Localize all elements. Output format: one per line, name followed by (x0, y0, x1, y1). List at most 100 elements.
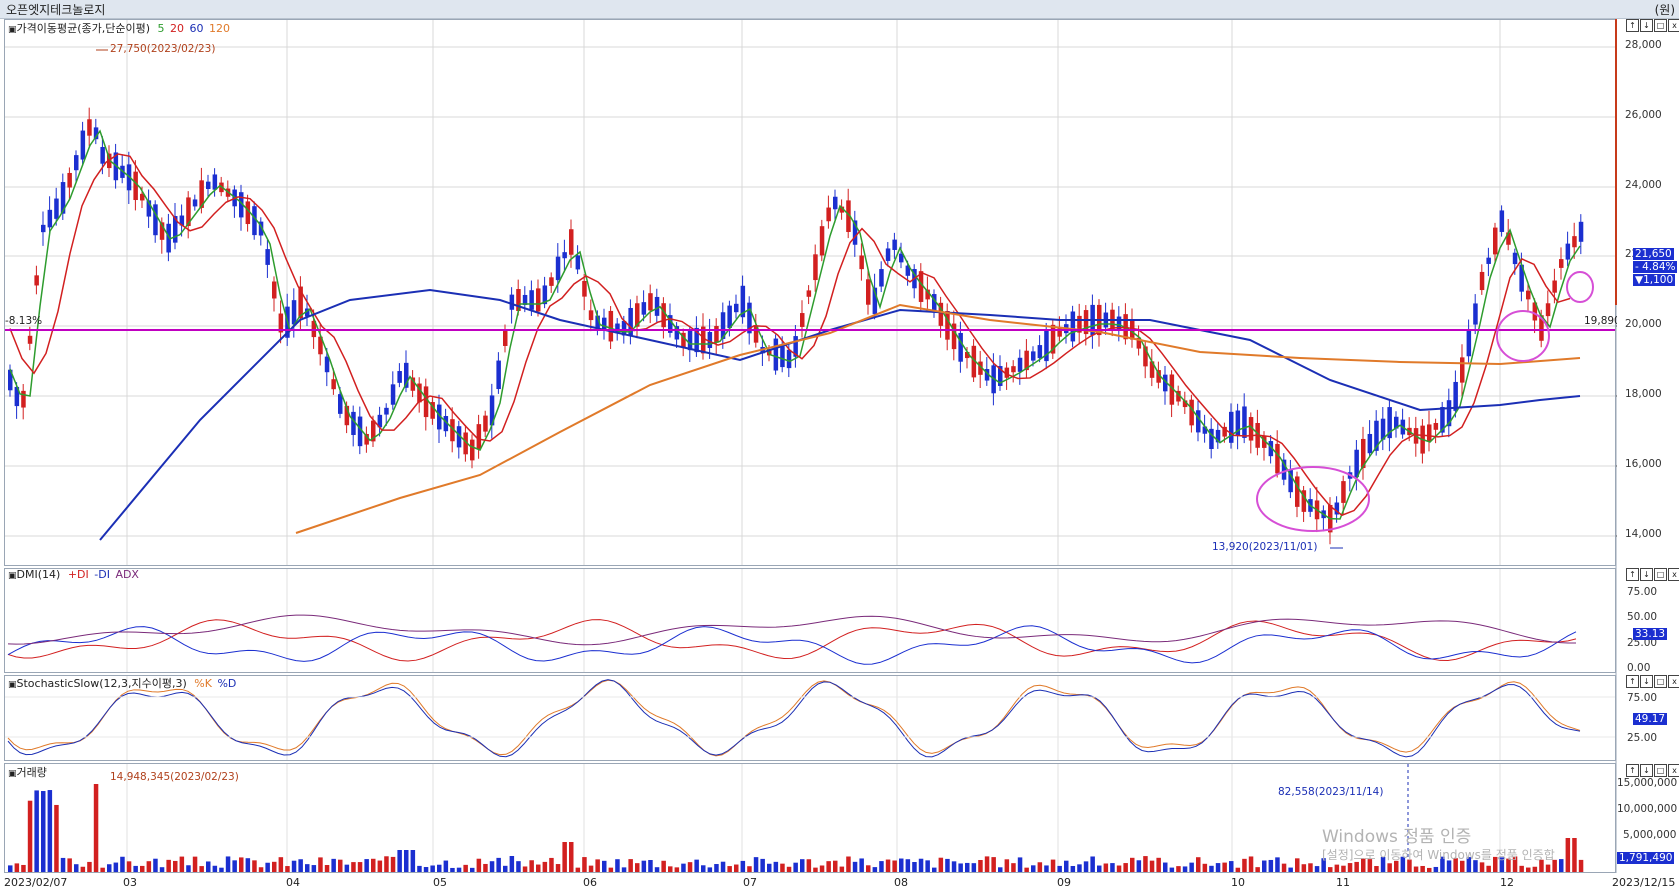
candle-body (1242, 406, 1247, 438)
candle-body (1545, 303, 1551, 317)
volume-bar (582, 857, 587, 872)
candle-body (932, 294, 937, 313)
volume-bar (60, 857, 66, 872)
dmi-pane-controls: ↑ ↓ □ x (1626, 568, 1679, 581)
price-axis: 28,000 26,000 24,000 22,000 20,000 18,00… (1617, 19, 1679, 566)
volume-bar (179, 856, 185, 872)
volume-bar (1268, 859, 1274, 872)
pane-close-button[interactable]: x (1668, 19, 1679, 32)
volume-bar (628, 859, 633, 872)
candle-body (463, 432, 468, 455)
volume-bar (1196, 857, 1201, 872)
activation-watermark-line1: Windows 정품 인증 (1322, 827, 1472, 847)
volume-bar (932, 867, 937, 872)
pane-maximize-button[interactable]: □ (1654, 764, 1667, 777)
volume-bar (1367, 859, 1373, 872)
volume-bar (1427, 867, 1432, 872)
volume-bar (483, 863, 488, 872)
candle-body (1031, 351, 1036, 361)
candle-body (456, 426, 462, 448)
volume-bar (153, 858, 158, 872)
x-axis-start-date: 2023/02/07 (4, 876, 68, 889)
volume-bar (1130, 857, 1135, 872)
x-axis-month: 04 (286, 876, 300, 889)
stochastic-legend[interactable]: ▣StochasticSlow(12,3,지수이평,3) %K %D (8, 677, 237, 690)
candle-body (1394, 416, 1399, 429)
volume-bar (516, 861, 521, 872)
volume-bar (423, 867, 429, 872)
volume-bar (780, 863, 785, 872)
x-axis-month: 08 (894, 876, 908, 889)
pane-down-button[interactable]: ↓ (1640, 764, 1653, 777)
pane-close-button[interactable]: x (1668, 675, 1679, 688)
dmi-legend[interactable]: ▣DMI(14) +DI -DI ADX (8, 568, 139, 581)
volume-bar (1301, 864, 1307, 872)
pane-up-button[interactable]: ↑ (1626, 568, 1639, 581)
volume-bar (681, 863, 686, 872)
candle-body (595, 315, 600, 328)
volume-bar (707, 867, 713, 872)
volume-bar (951, 861, 957, 872)
volume-bar (357, 862, 363, 872)
pane-down-button[interactable]: ↓ (1640, 568, 1653, 581)
candle-body (819, 226, 825, 256)
low-price-annotation: 13,920(2023/11/01) (1212, 541, 1318, 553)
candle-body (892, 239, 897, 250)
pane-down-button[interactable]: ↓ (1640, 675, 1653, 688)
volume-bar (1103, 863, 1109, 872)
volume-legend[interactable]: ▣거래량 (8, 766, 47, 779)
pane-down-button[interactable]: ↓ (1640, 19, 1653, 32)
candle-body (1182, 400, 1188, 408)
candle-body (503, 331, 508, 346)
pane-close-button[interactable]: x (1668, 764, 1679, 777)
volume-bar (1156, 857, 1161, 872)
pane-up-button[interactable]: ↑ (1626, 19, 1639, 32)
volume-bar (206, 861, 211, 872)
candle-body (562, 252, 567, 259)
volume-bar (1407, 859, 1412, 872)
volume-high-annotation: 14,948,345(2023/02/23) (110, 771, 239, 783)
volume-bar (1037, 862, 1043, 872)
volume-bar (1380, 856, 1386, 872)
candle-body (727, 305, 732, 328)
volume-pane[interactable] (4, 763, 1616, 873)
volume-bar (859, 858, 864, 872)
candle-body (476, 424, 482, 450)
candle-body (958, 332, 963, 362)
volume-bar (654, 867, 660, 872)
pane-close-button[interactable]: x (1668, 568, 1679, 581)
stochastic-tick: 75.00 (1627, 692, 1658, 704)
volume-bar (866, 865, 871, 872)
candle-body (298, 286, 303, 319)
candle-body (417, 383, 422, 403)
volume-bar (258, 867, 264, 872)
pane-maximize-button[interactable]: □ (1654, 568, 1667, 581)
candle-body (1512, 252, 1518, 265)
volume-pane-controls: ↑ ↓ □ x (1626, 764, 1679, 777)
pane-maximize-button[interactable]: □ (1654, 675, 1667, 688)
volume-bar (219, 867, 224, 872)
stochastic-tick: 25.00 (1627, 732, 1658, 744)
volume-bar (1123, 863, 1128, 872)
candle-body (1367, 433, 1373, 454)
volume-bar (648, 860, 653, 872)
candle-body (1070, 311, 1076, 342)
pane-up-button[interactable]: ↑ (1626, 675, 1639, 688)
highlight-circle (1256, 466, 1370, 532)
candle-body (885, 248, 891, 261)
price-legend[interactable]: ▣가격이동평균(종가,단순이평) 5 20 60 120 (8, 22, 231, 35)
unit-label: (원) (1654, 3, 1675, 17)
volume-bar (74, 864, 79, 872)
stochastic-legend-text: StochasticSlow(12,3,지수이평,3) (16, 677, 187, 690)
candle-body (27, 335, 33, 344)
pane-maximize-button[interactable]: □ (1654, 19, 1667, 32)
candle-body (866, 279, 871, 305)
volume-bar (1235, 867, 1241, 872)
volume-bar (331, 858, 336, 872)
x-axis-month: 07 (743, 876, 757, 889)
candle-body (720, 312, 726, 339)
dmi-pane[interactable] (4, 568, 1616, 673)
pane-up-button[interactable]: ↑ (1626, 764, 1639, 777)
volume-bar (588, 865, 594, 872)
